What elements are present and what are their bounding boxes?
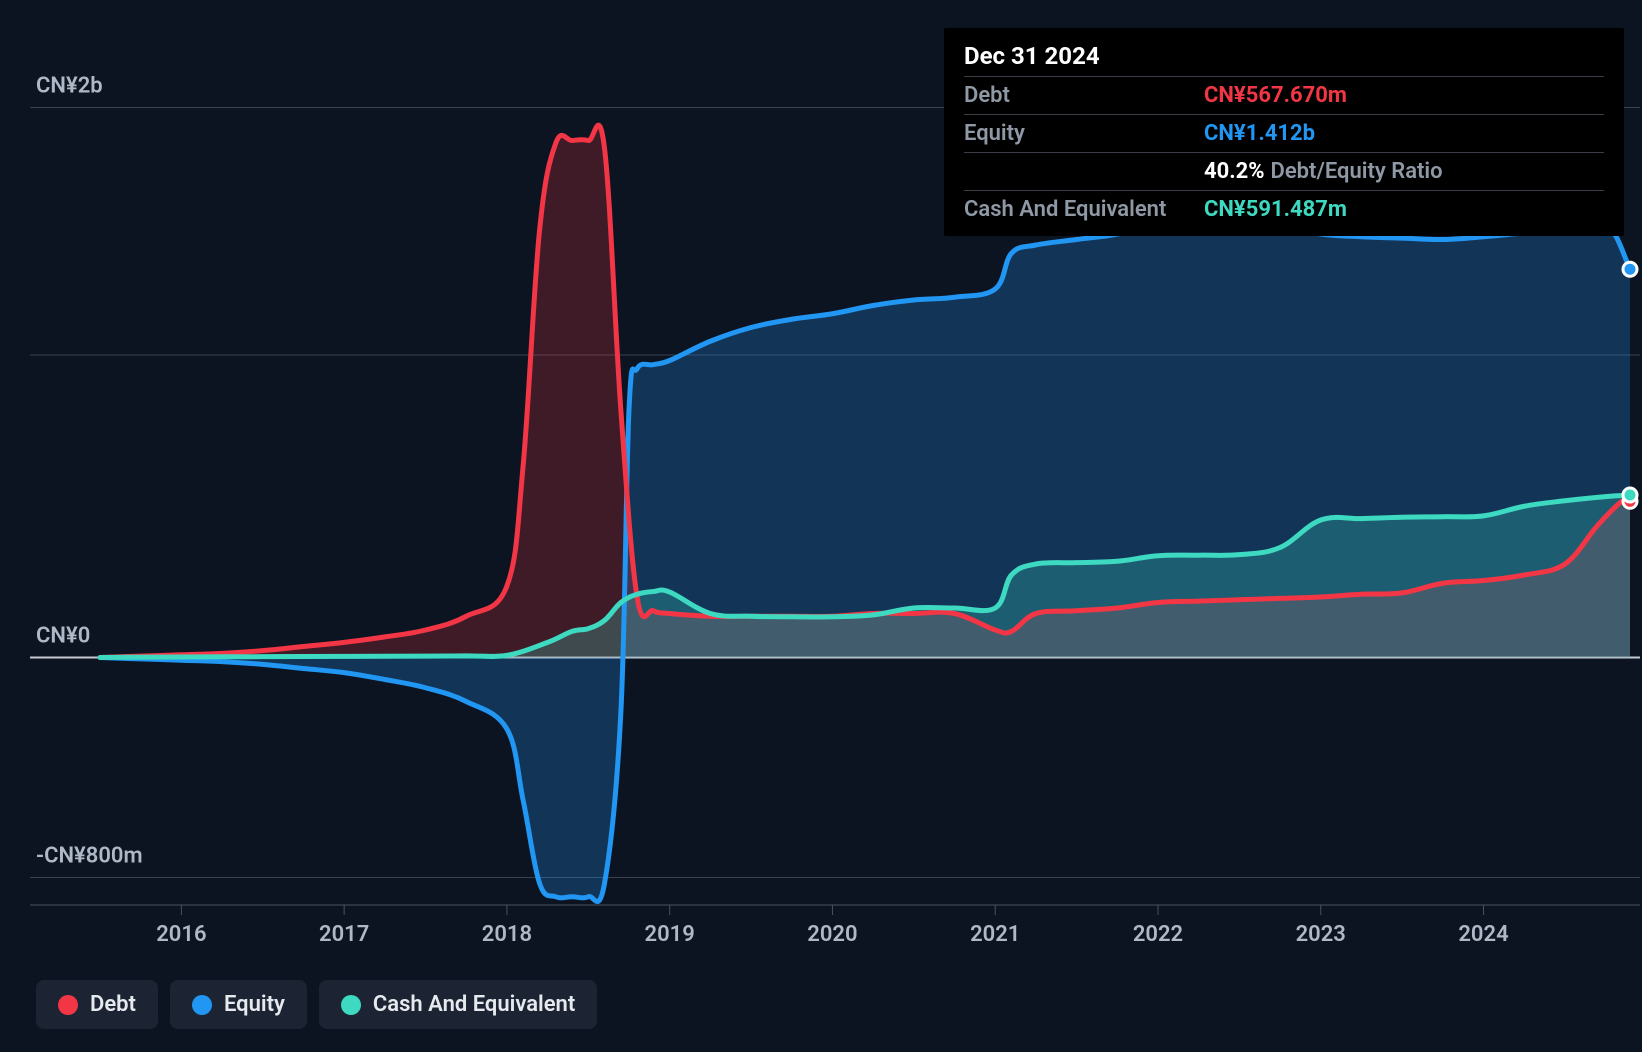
legend-item-cash[interactable]: Cash And Equivalent (319, 980, 597, 1029)
cash-end-marker (1623, 488, 1637, 502)
tooltip-row-value: CN¥1.412b (1204, 121, 1315, 146)
x-tick-label: 2020 (807, 922, 857, 947)
legend-label: Equity (224, 992, 285, 1017)
y-tick-label: CN¥2b (36, 73, 103, 98)
legend-label: Cash And Equivalent (373, 992, 575, 1017)
tooltip-row-value: CN¥591.487m (1204, 197, 1347, 222)
legend-dot-icon (58, 995, 78, 1015)
tooltip-row-label: Equity (964, 121, 1204, 146)
tooltip-row: EquityCN¥1.412b (964, 114, 1604, 152)
tooltip-date: Dec 31 2024 (964, 42, 1604, 76)
tooltip-row-label: Debt (964, 83, 1204, 108)
tooltip-row-label: Cash And Equivalent (964, 197, 1204, 222)
tooltip-row-label (964, 159, 1204, 184)
legend-dot-icon (341, 995, 361, 1015)
x-tick-label: 2024 (1458, 922, 1508, 947)
x-tick-label: 2022 (1133, 922, 1183, 947)
legend-dot-icon (192, 995, 212, 1015)
tooltip-row: DebtCN¥567.670m (964, 76, 1604, 114)
legend-item-equity[interactable]: Equity (170, 980, 307, 1029)
chart-legend: Debt Equity Cash And Equivalent (36, 980, 597, 1029)
y-tick-label: CN¥0 (36, 623, 90, 648)
x-tick-label: 2023 (1296, 922, 1346, 947)
x-tick-label: 2019 (645, 922, 695, 947)
tooltip-row: 40.2%Debt/Equity Ratio (964, 152, 1604, 190)
equity-end-marker (1623, 262, 1637, 276)
legend-label: Debt (90, 992, 136, 1017)
tooltip-ratio-label: Debt/Equity Ratio (1271, 159, 1443, 184)
y-tick-label: -CN¥800m (36, 843, 143, 868)
x-tick-label: 2016 (156, 922, 206, 947)
hover-tooltip: Dec 31 2024 DebtCN¥567.670mEquityCN¥1.41… (944, 28, 1624, 236)
x-tick-label: 2021 (970, 922, 1020, 947)
tooltip-row-value: CN¥567.670m (1204, 83, 1347, 108)
tooltip-row: Cash And EquivalentCN¥591.487m (964, 190, 1604, 228)
tooltip-rows: DebtCN¥567.670mEquityCN¥1.412b40.2%Debt/… (964, 76, 1604, 228)
x-tick-label: 2018 (482, 922, 532, 947)
finance-chart: CN¥2b CN¥0 -CN¥800m 2016 2017 2018 2019 2020 20… (0, 0, 1642, 1052)
tooltip-row-value: 40.2% (1204, 159, 1265, 184)
legend-item-debt[interactable]: Debt (36, 980, 158, 1029)
x-tick-label: 2017 (319, 922, 369, 947)
